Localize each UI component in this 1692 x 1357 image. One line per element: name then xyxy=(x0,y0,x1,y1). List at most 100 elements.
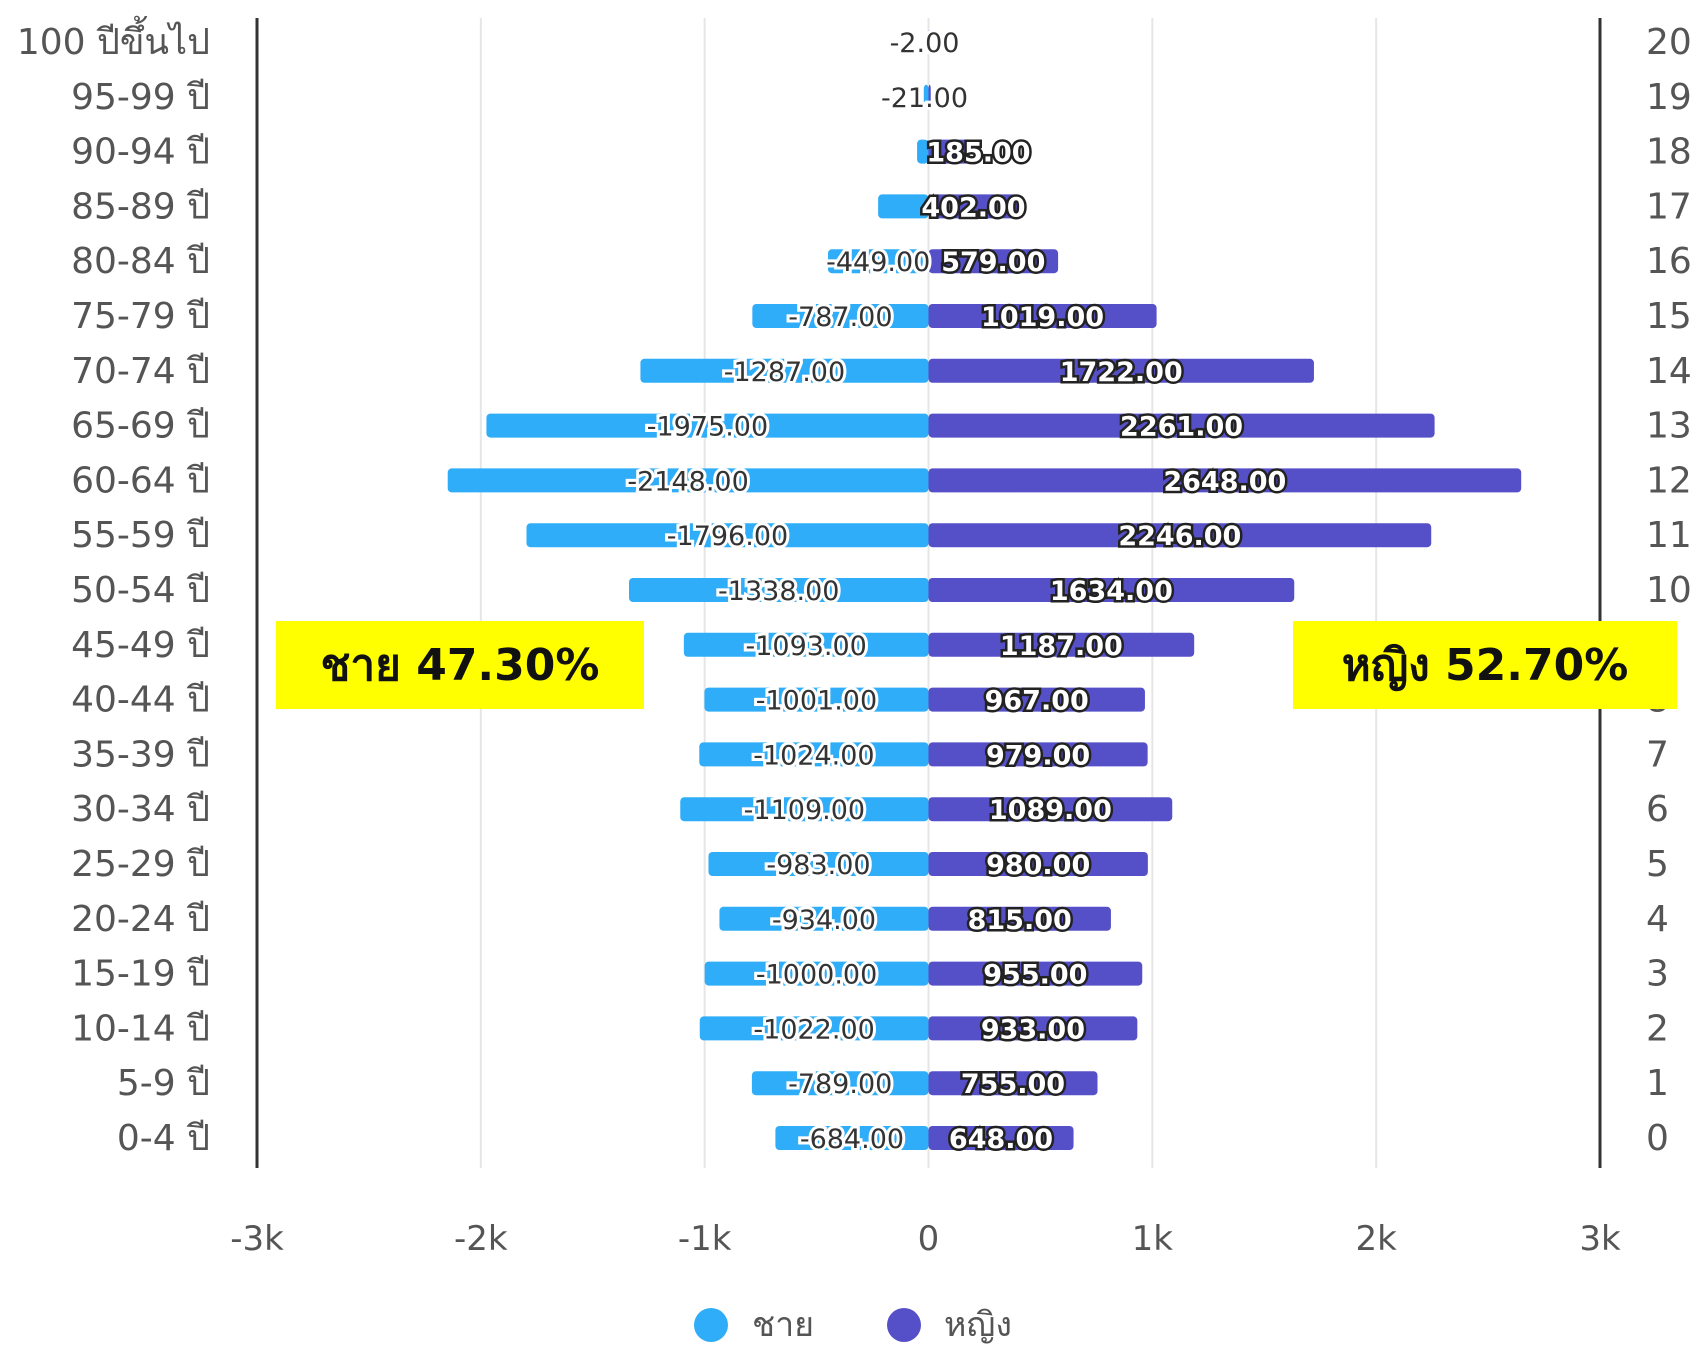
category-label: 0-4 ปี xyxy=(117,1118,210,1159)
data-label: -1338.00 xyxy=(718,576,839,607)
bar-male xyxy=(878,194,929,219)
data-label: -2.00 xyxy=(890,28,960,59)
category-label: 10-14 ปี xyxy=(71,1008,210,1049)
x-tick-label: 0 xyxy=(918,1219,940,1259)
x-tick-label: -3k xyxy=(230,1219,284,1259)
bar-female xyxy=(928,1126,1074,1150)
legend-marker-male xyxy=(694,1308,728,1342)
bar-female xyxy=(928,30,930,54)
category-label: 30-34 ปี xyxy=(71,789,210,830)
right-axis-label: 16 xyxy=(1646,241,1692,282)
right-axis-label: 1 xyxy=(1646,1063,1669,1104)
category-label: 80-84 ปี xyxy=(71,241,210,282)
data-label: -983.00 xyxy=(766,850,870,881)
category-label: 70-74 ปี xyxy=(71,351,210,392)
category-label: 55-59 ปี xyxy=(71,515,210,556)
data-label: -1001.00 xyxy=(756,686,877,717)
data-label: -789.00 xyxy=(788,1069,892,1100)
right-axis-label: 7 xyxy=(1646,734,1669,775)
category-label: 50-54 ปี xyxy=(71,570,210,611)
data-label: 967.00 xyxy=(985,686,1089,717)
data-label: 1722.00 xyxy=(1060,357,1183,388)
bar-female xyxy=(928,84,931,109)
data-label: 185.00 xyxy=(926,138,1030,169)
data-label: 2261.00 xyxy=(1120,412,1243,443)
data-label: -1024.00 xyxy=(753,740,874,771)
bar-male xyxy=(526,523,929,548)
data-label: 979.00 xyxy=(986,740,1090,771)
data-label: 1089.00 xyxy=(989,795,1112,826)
bar-male xyxy=(917,139,929,164)
data-label: 1019.00 xyxy=(981,302,1104,333)
category-label: 25-29 ปี xyxy=(71,844,210,885)
bar-female xyxy=(928,632,1195,657)
legend: ชาย หญิง xyxy=(694,1305,1012,1345)
right-axis-label: 13 xyxy=(1646,406,1692,447)
bar-female xyxy=(928,468,1522,493)
bar-male xyxy=(486,413,929,438)
bar-male xyxy=(704,961,929,986)
bar-female xyxy=(928,249,1059,274)
right-axis-label: 19 xyxy=(1646,77,1692,118)
category-label: 100 ปีขึ้นไป xyxy=(17,15,210,63)
bar-female xyxy=(928,358,1314,383)
data-label: 980.00 xyxy=(986,850,1090,881)
bar-male xyxy=(719,906,929,931)
bar-female xyxy=(928,852,1148,876)
data-label: 1187.00 xyxy=(1000,631,1123,662)
male-percentage-callout: ชาย 47.30% xyxy=(276,621,644,709)
category-label: 45-49 ปี xyxy=(71,625,210,666)
x-tick-label: -2k xyxy=(454,1219,508,1259)
category-label: 85-89 ปี xyxy=(71,186,210,227)
category-label: 95-99 ปี xyxy=(71,77,210,118)
bar-male xyxy=(708,852,929,876)
data-label: -1022.00 xyxy=(753,1014,874,1045)
bar-female xyxy=(928,687,1145,712)
right-axis-label: 3 xyxy=(1646,954,1669,995)
data-label: -1287.00 xyxy=(724,357,845,388)
bar-male xyxy=(752,304,929,328)
right-axis-label: 10 xyxy=(1646,570,1692,611)
data-labels: -2.00 -21.00 -449.00 -787.00 -1287.00 -1975.0… xyxy=(624,25,1288,1158)
bar-male xyxy=(923,84,929,109)
data-label: -1975.00 xyxy=(647,412,768,443)
right-axis-label: 2 xyxy=(1646,1008,1669,1049)
female-percentage-callout: หญิง 52.70% xyxy=(1293,621,1677,709)
data-label: 1634.00 xyxy=(1050,576,1173,607)
bar-female xyxy=(928,139,970,164)
bar-female xyxy=(928,523,1432,548)
legend-marker-female xyxy=(887,1308,921,1342)
data-label: 755.00 xyxy=(961,1069,1065,1100)
data-label: 955.00 xyxy=(983,960,1087,991)
data-label: -21.00 xyxy=(881,83,968,114)
bar-male xyxy=(629,578,929,602)
data-label: -934.00 xyxy=(772,905,876,936)
data-label: -2148.00 xyxy=(627,466,748,497)
bar-female xyxy=(928,1071,1098,1096)
category-label: 60-64 ปี xyxy=(71,460,210,501)
data-label: 402.00 xyxy=(921,192,1025,223)
data-label: 815.00 xyxy=(968,905,1072,936)
bar-male xyxy=(699,742,929,767)
data-label: 648.00 xyxy=(949,1124,1053,1155)
data-label: 2246.00 xyxy=(1118,521,1241,552)
category-label: 40-44 ปี xyxy=(71,680,210,721)
bar-female xyxy=(928,413,1435,438)
right-axis-label: 11 xyxy=(1646,515,1692,556)
right-axis-label: 18 xyxy=(1646,132,1692,173)
axes: -3k -2k -1k 0 1k 2k 3k 100 ปีขึ้นไป 95-99 ปี 90-9… xyxy=(17,15,1692,1259)
data-label: 933.00 xyxy=(981,1014,1085,1045)
category-label: 35-39 ปี xyxy=(71,734,210,775)
bar-female xyxy=(928,578,1295,602)
data-label: -1109.00 xyxy=(744,795,865,826)
right-axis-label: 14 xyxy=(1646,351,1692,392)
bar-female xyxy=(928,961,1143,986)
data-label: 2648.00 xyxy=(1163,466,1286,497)
bar-female xyxy=(928,742,1148,767)
bar-male xyxy=(751,1071,929,1096)
right-axis-label: 12 xyxy=(1646,460,1692,501)
data-label: -684.00 xyxy=(800,1124,904,1155)
data-label: -1796.00 xyxy=(667,521,788,552)
bar-female xyxy=(928,1016,1138,1041)
